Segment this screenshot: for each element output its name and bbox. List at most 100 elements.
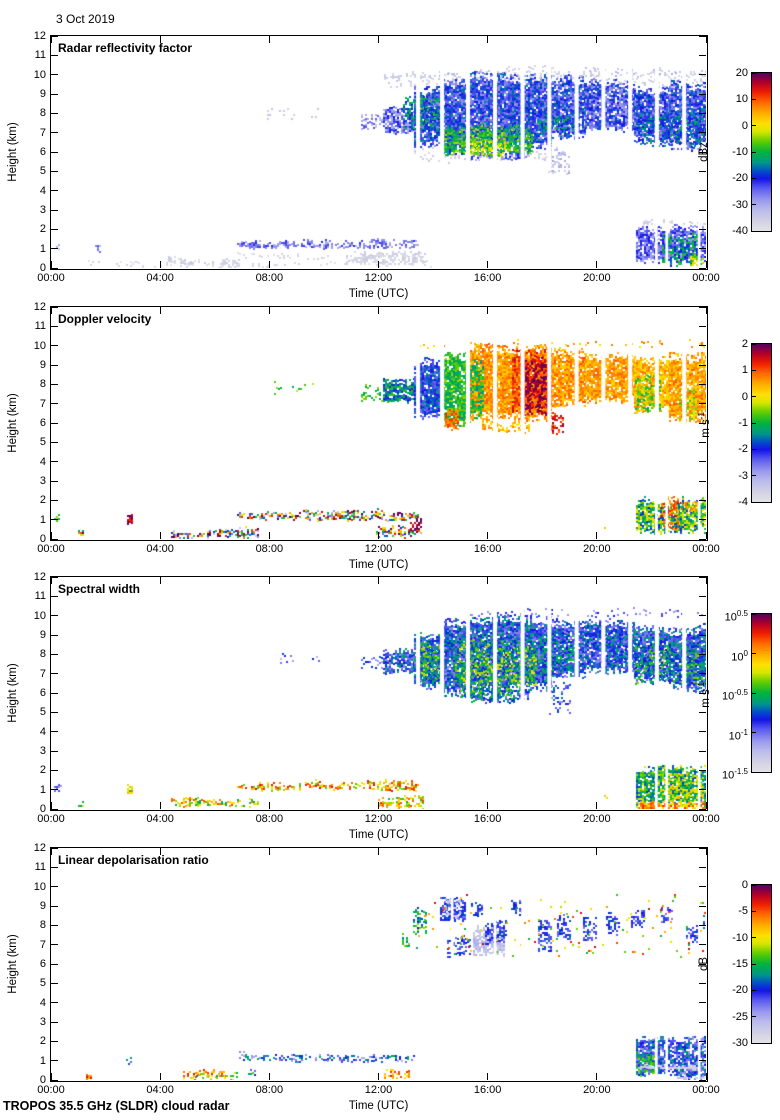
x-tick-mark <box>596 261 598 268</box>
colorbar-tick-mark <box>752 422 756 424</box>
x-tick-label: 12:00 <box>364 1084 393 1096</box>
y-tick-mark <box>51 480 58 482</box>
x-tick-mark-top <box>159 848 161 855</box>
y-axis-title: Height (km) <box>7 393 19 453</box>
y-tick-label: 4 <box>39 996 46 1009</box>
y-tick-mark-right <box>699 364 706 366</box>
y-tick-mark <box>51 711 58 713</box>
y-tick-mark-right <box>699 576 706 578</box>
y-tick-mark <box>51 538 58 540</box>
x-tick-mark-top <box>487 577 489 584</box>
y-tick-mark <box>51 383 58 385</box>
y-tick-mark-right <box>699 924 706 926</box>
y-tick-mark <box>51 595 58 597</box>
y-tick-label: 5 <box>39 165 46 178</box>
colorbar-tick-mark <box>752 125 756 127</box>
x-tick-label: 12:00 <box>364 543 393 555</box>
y-tick-mark-right <box>699 1060 706 1062</box>
x-tick-mark-top <box>596 36 598 43</box>
x-tick-label: 20:00 <box>583 813 611 825</box>
y-tick-mark-right <box>699 132 706 134</box>
y-tick-mark-right <box>699 944 706 946</box>
colorbar-tick-label: 0 <box>741 390 748 403</box>
y-tick-label: 4 <box>39 725 46 738</box>
x-tick-label: 08:00 <box>255 543 284 555</box>
y-tick-mark-right <box>699 209 706 211</box>
x-tick-label: 04:00 <box>146 813 174 825</box>
x-tick-label: 08:00 <box>255 1084 284 1096</box>
x-tick-label: 20:00 <box>583 1084 611 1096</box>
y-tick-label: 6 <box>39 958 46 970</box>
y-tick-mark <box>51 789 58 791</box>
date-label: 3 Oct 2019 <box>56 12 115 26</box>
x-tick-label: 04:00 <box>146 1084 174 1096</box>
x-tick-mark <box>596 532 598 539</box>
y-tick-mark <box>51 673 58 675</box>
colorbar-tick-label: 0 <box>741 879 748 891</box>
x-tick-label: 00:00 <box>37 272 65 284</box>
y-tick-mark-right <box>699 1040 706 1042</box>
x-tick-mark <box>159 532 161 539</box>
x-tick-label: 16:00 <box>473 543 502 555</box>
x-tick-mark-top <box>159 36 161 43</box>
colorbar-tick-label: 20 <box>735 67 748 79</box>
y-tick-label: 11 <box>34 320 46 333</box>
x-tick-mark <box>50 532 52 539</box>
panel-title-velocity: Doppler velocity <box>58 312 152 326</box>
panel-title-ldr: Linear depolarisation ratio <box>58 853 209 867</box>
x-axis-title: Time (UTC) <box>348 829 409 841</box>
y-tick-mark-right <box>699 480 706 482</box>
y-tick-label: 10 <box>33 68 46 81</box>
y-tick-mark <box>51 963 58 965</box>
colorbar-tick-label: 2 <box>741 338 748 350</box>
colorbar-tick-label: -4 <box>738 496 748 508</box>
y-tick-label: 2 <box>39 1035 46 1048</box>
y-tick-mark <box>51 228 58 230</box>
x-axis-title: Time (UTC) <box>348 559 409 571</box>
y-tick-label: 3 <box>39 745 46 757</box>
x-tick-label: 00:00 <box>37 543 65 555</box>
x-tick-mark <box>705 261 707 268</box>
y-tick-label: 7 <box>39 667 46 680</box>
y-tick-mark <box>51 886 58 888</box>
colorbar-tick-label: -10 <box>732 146 748 158</box>
colorbar-tick-mark <box>752 98 756 100</box>
colorbar-gradient-canvas <box>752 344 771 502</box>
colorbar-tick-label: 0 <box>741 119 748 132</box>
y-tick-mark-right <box>699 886 706 888</box>
x-tick-mark-top <box>50 36 52 43</box>
y-tick-label: 10 <box>33 880 46 893</box>
y-tick-label: 12 <box>33 571 46 583</box>
y-tick-mark <box>51 1060 58 1062</box>
x-tick-mark-top <box>705 307 707 314</box>
y-tick-label: 12 <box>33 30 46 42</box>
spectral-width-heatmap-canvas <box>50 576 706 809</box>
x-tick-mark-top <box>268 577 270 584</box>
y-tick-mark <box>51 634 58 636</box>
colorbar-reflectivity <box>751 72 772 232</box>
y-tick-mark <box>51 499 58 501</box>
y-tick-mark <box>51 1002 58 1004</box>
x-tick-mark-top <box>378 577 379 584</box>
y-tick-label: 12 <box>33 842 46 854</box>
colorbar-tick-mark <box>752 177 756 179</box>
x-tick-mark <box>159 261 161 268</box>
x-tick-mark-top <box>596 577 598 584</box>
y-tick-mark <box>51 905 58 907</box>
x-tick-mark <box>378 532 379 539</box>
y-tick-label: 11 <box>34 49 46 62</box>
y-tick-label: 5 <box>39 977 46 990</box>
colorbar-tick-mark <box>752 151 756 153</box>
y-tick-mark-right <box>699 634 706 636</box>
x-tick-label: 20:00 <box>583 543 611 555</box>
x-tick-mark-top <box>159 307 161 314</box>
x-tick-label: 12:00 <box>364 272 393 284</box>
y-tick-mark <box>51 422 58 424</box>
y-tick-mark-right <box>699 190 706 192</box>
colorbar-ldr <box>751 884 772 1044</box>
y-tick-mark <box>51 441 58 443</box>
y-tick-mark <box>51 653 58 655</box>
y-tick-label: 4 <box>39 184 46 197</box>
y-tick-mark-right <box>699 74 706 76</box>
y-tick-label: 1 <box>39 1054 46 1067</box>
